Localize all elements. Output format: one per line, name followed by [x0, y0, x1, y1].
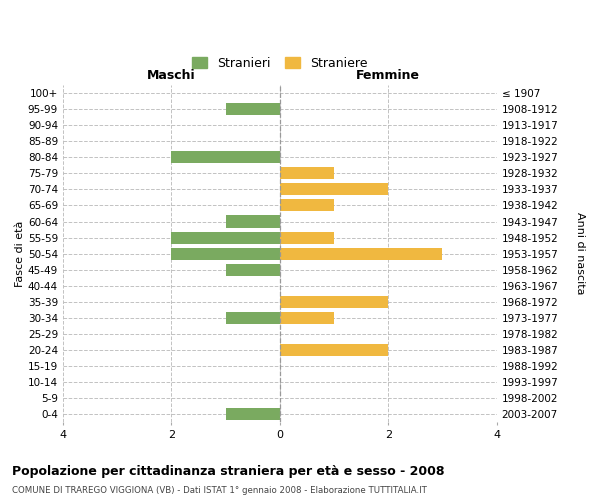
Bar [226, 216, 280, 228]
Y-axis label: Anni di nascita: Anni di nascita [575, 212, 585, 295]
Bar [280, 248, 442, 260]
Legend: Stranieri, Straniere: Stranieri, Straniere [185, 50, 374, 76]
Bar [280, 232, 334, 243]
Text: COMUNE DI TRAREGO VIGGIONA (VB) - Dati ISTAT 1° gennaio 2008 - Elaborazione TUTT: COMUNE DI TRAREGO VIGGIONA (VB) - Dati I… [12, 486, 427, 495]
Bar [172, 151, 280, 164]
Text: Femmine: Femmine [356, 68, 420, 82]
Y-axis label: Fasce di età: Fasce di età [15, 220, 25, 287]
Bar [280, 168, 334, 179]
Bar [172, 248, 280, 260]
Bar [226, 408, 280, 420]
Text: Popolazione per cittadinanza straniera per età e sesso - 2008: Popolazione per cittadinanza straniera p… [12, 464, 445, 477]
Bar [226, 103, 280, 115]
Bar [280, 312, 334, 324]
Bar [280, 344, 388, 356]
Bar [172, 232, 280, 243]
Text: Maschi: Maschi [147, 68, 196, 82]
Bar [226, 264, 280, 276]
Bar [280, 296, 388, 308]
Bar [280, 184, 388, 196]
Bar [226, 312, 280, 324]
Bar [280, 200, 334, 211]
